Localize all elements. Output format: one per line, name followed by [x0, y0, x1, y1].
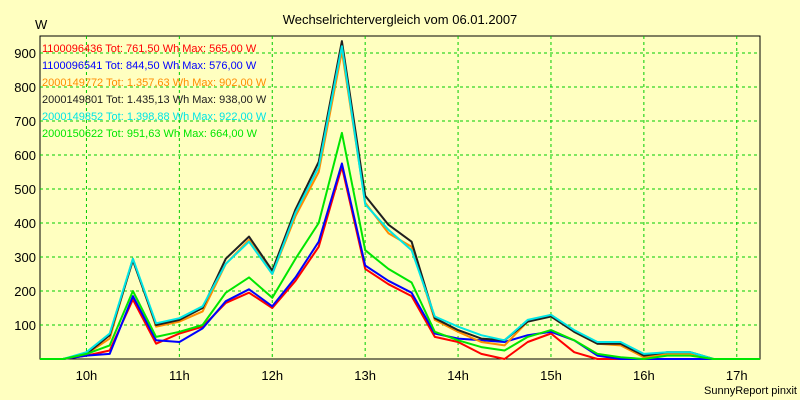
y-tick-label: 900 [14, 46, 36, 61]
legend-entry-6: 2000150622 Tot: 951,63 Wh Max: 664,00 W [42, 128, 258, 140]
y-tick-label: 400 [14, 216, 36, 231]
legend-entry-3: 2000149772 Tot: 1.357,63 Wh Max: 902,00 … [42, 77, 267, 89]
legend: 1100096436 Tot: 761,50 Wh Max: 565,00 W 1… [42, 43, 267, 140]
x-tick-label: 10h [76, 368, 98, 383]
plot-area [39, 35, 761, 360]
y-tick-label: 600 [14, 148, 36, 163]
series-lines [40, 40, 760, 360]
x-tick-label: 11h [169, 368, 190, 383]
y-tick-label: 500 [14, 182, 36, 197]
series-line-4 [40, 40, 760, 360]
x-tick-label: 17h [726, 368, 748, 383]
series-line-6 [40, 131, 760, 360]
legend-entry-1: 1100096436 Tot: 761,50 Wh Max: 565,00 W [42, 43, 257, 55]
series-line-5 [40, 45, 760, 360]
chart-title: Wechselrichtervergleich vom 06.01.2007 [283, 12, 518, 27]
x-tick-label: 13h [354, 368, 376, 383]
legend-entry-2: 1100096541 Tot: 844,50 Wh Max: 576,00 W [42, 60, 257, 72]
y-tick-label: 200 [14, 284, 36, 299]
legend-entry-5: 2000149852 Tot: 1.398,88 Wh Max: 922,00 … [42, 111, 267, 123]
footer-credit: SunnyReport pinxit [704, 385, 797, 397]
y-tick-label: 100 [14, 318, 36, 333]
y-tick-label: 800 [14, 80, 36, 95]
y-axis-unit: W [35, 17, 48, 32]
y-tick-label: 700 [14, 114, 36, 129]
x-tick-label: 14h [447, 368, 469, 383]
legend-entry-4: 2000149801 Tot: 1.435,13 Wh Max: 938,00 … [42, 94, 267, 106]
y-tick-label: 300 [14, 250, 36, 265]
x-tick-label: 12h [261, 368, 283, 383]
y-axis-ticks: 100 200 300 400 500 600 700 800 900 [14, 46, 36, 333]
x-tick-label: 15h [540, 368, 562, 383]
x-tick-label: 16h [633, 368, 655, 383]
x-axis-ticks: 10h 11h 12h 13h 14h 15h 16h 17h [76, 368, 748, 383]
